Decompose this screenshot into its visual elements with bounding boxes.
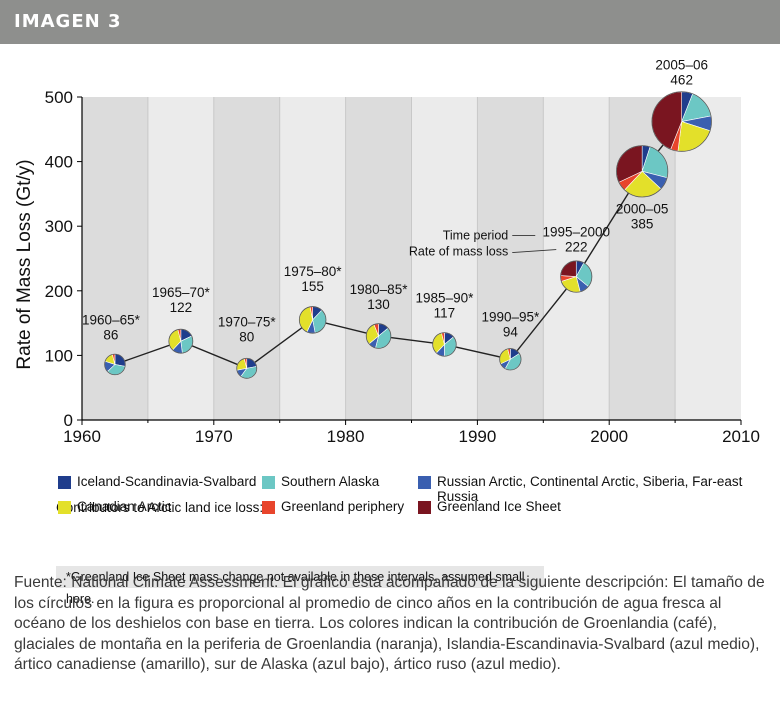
pie-5 <box>432 332 457 357</box>
x-tick-label: 2000 <box>590 427 628 446</box>
pie-2 <box>236 357 258 379</box>
x-tick-label: 1960 <box>63 427 101 446</box>
legend-title: Contributors to Arctic land ice loss: <box>56 500 264 515</box>
period-label: 1970–75* <box>218 314 277 329</box>
legend-swatch <box>262 501 275 514</box>
legend-label: Greenland Ice Sheet <box>437 499 561 514</box>
pie-1 <box>168 328 194 354</box>
period-label: 1960–65* <box>82 312 141 327</box>
footnote: *Greenland Ice Sheet mass change not ava… <box>56 566 544 606</box>
value-label: 462 <box>670 73 693 88</box>
x-tick-label: 1990 <box>458 427 496 446</box>
legend-label: Southern Alaska <box>281 474 380 489</box>
annotation-line <box>512 249 557 254</box>
pie-outline <box>236 357 258 379</box>
pie-outline <box>499 348 522 371</box>
pie-8 <box>616 145 669 198</box>
legend-label: Iceland-Scandinavia-Svalbard <box>77 474 257 489</box>
series-line <box>114 121 683 370</box>
chart-container: 0 100 200 300 400 500 1960 1970 1980 1990 2000 2010… <box>0 44 780 606</box>
value-label: 222 <box>565 240 588 255</box>
period-label: 2005–06 <box>655 58 708 73</box>
caption: Fuente: National Climate Assessment. El … <box>14 574 765 673</box>
legend-swatch <box>418 501 431 514</box>
legend-label: Russian Arctic, Continental Arctic, Sibe… <box>437 474 743 504</box>
value-label: 94 <box>503 324 519 339</box>
legend-label: Greenland periphery <box>281 499 405 514</box>
pie-outline <box>365 323 392 349</box>
y-tick-label: 400 <box>45 153 73 172</box>
value-label: 155 <box>301 279 324 294</box>
y-tick-label: 500 <box>45 88 73 107</box>
value-label: 117 <box>434 305 456 320</box>
x-tick-label: 2010 <box>722 427 760 446</box>
x-tick-label: 1980 <box>327 427 365 446</box>
y-tick-label: 300 <box>45 217 73 236</box>
annotation-time-period: Time period <box>443 229 509 243</box>
period-label: 1980–85* <box>350 282 409 297</box>
value-label: 86 <box>103 327 118 342</box>
figure-header: IMAGEN 3 <box>0 0 780 44</box>
pie-outline <box>651 91 712 152</box>
y-tick-label: 200 <box>45 282 73 301</box>
legend-swatch <box>58 476 71 489</box>
value-label: 385 <box>631 216 654 231</box>
legend-label: Canadian Arctic <box>77 499 172 514</box>
figure-title: IMAGEN 3 <box>14 11 122 32</box>
legend-swatch <box>262 476 275 489</box>
mass-loss-chart: 0 100 200 300 400 500 1960 1970 1980 1990 2000 2010… <box>14 58 760 446</box>
pie-7 <box>560 260 593 293</box>
pie-outline <box>298 306 327 334</box>
value-label: 122 <box>170 300 193 315</box>
y-tick-label: 0 <box>64 411 73 430</box>
pie-3 <box>298 306 327 334</box>
pie-outline <box>616 145 669 198</box>
legend-swatch <box>418 476 431 489</box>
pie-outline <box>432 332 457 357</box>
pie-9 <box>651 91 712 152</box>
x-tick-label: 1970 <box>195 427 233 446</box>
period-label: 1975–80* <box>284 264 343 279</box>
y-axis-label: Rate of Mass Loss (Gt/y) <box>14 159 35 369</box>
pie-outline <box>560 260 593 293</box>
period-label: 1990–95* <box>481 309 540 324</box>
pie-outline <box>168 328 194 354</box>
pie-4 <box>365 323 392 349</box>
y-tick-label: 100 <box>45 346 73 365</box>
period-label: 1995–2000 <box>542 225 610 240</box>
annotation-rate: Rate of mass loss <box>409 245 508 259</box>
pie-0 <box>104 353 126 376</box>
value-label: 130 <box>367 297 390 312</box>
period-label: 2000–05 <box>616 201 669 216</box>
pie-6 <box>499 348 522 371</box>
period-label: 1965–70* <box>152 285 211 300</box>
pie-outline <box>104 353 126 376</box>
period-label: 1985–90* <box>416 290 475 305</box>
legend-swatch <box>58 501 71 514</box>
plot-band <box>345 97 412 420</box>
value-label: 80 <box>239 329 254 344</box>
